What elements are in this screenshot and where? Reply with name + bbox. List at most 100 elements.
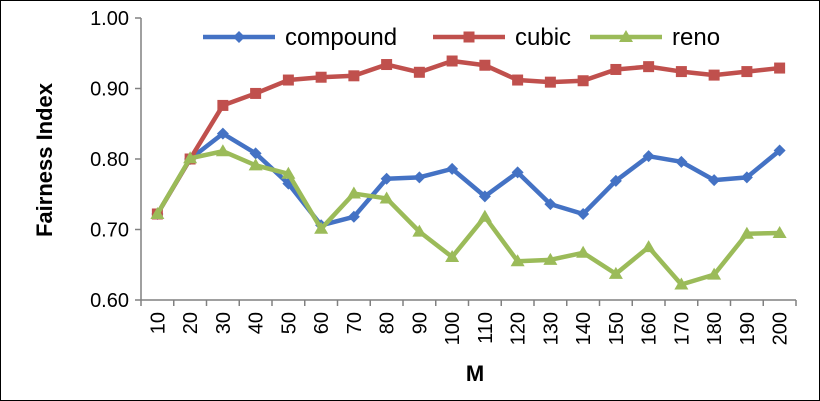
x-tick-label: 90 (409, 312, 431, 334)
data-point (608, 266, 623, 279)
data-point (708, 174, 721, 187)
data-point (510, 254, 525, 267)
data-point (740, 171, 753, 184)
data-point (544, 76, 556, 88)
data-point (577, 207, 590, 220)
data-point (511, 166, 524, 179)
data-point (412, 224, 427, 237)
x-tick-label: 200 (770, 312, 792, 345)
x-tick-label: 60 (311, 312, 333, 334)
x-tick-label: 10 (147, 312, 169, 334)
series-layer (150, 55, 787, 290)
data-point (707, 267, 722, 280)
data-point (739, 226, 754, 239)
y-tick-label: 0.80 (90, 149, 129, 171)
data-point (675, 66, 687, 78)
data-point (619, 30, 633, 42)
x-tick-label: 180 (704, 312, 726, 345)
series-reno (150, 144, 787, 290)
data-point (282, 74, 294, 86)
x-tick-label: 70 (344, 312, 366, 334)
data-point (741, 66, 753, 78)
data-point (379, 191, 394, 204)
y-tick-label: 0.60 (90, 290, 129, 312)
data-point (281, 166, 296, 179)
x-tick-label: 170 (671, 312, 693, 345)
y-tick-label: 0.90 (90, 79, 129, 101)
data-point (215, 144, 230, 157)
data-point (347, 210, 360, 223)
data-point (183, 151, 198, 164)
data-point (249, 147, 262, 160)
data-point (463, 31, 475, 43)
x-tick-label: 160 (639, 312, 661, 345)
data-point (609, 174, 622, 187)
data-point (446, 162, 459, 175)
x-tick-label: 100 (442, 312, 464, 345)
x-tick-label: 40 (246, 312, 268, 334)
data-point (643, 61, 655, 73)
data-point (641, 240, 656, 253)
x-tick-label: 80 (377, 312, 399, 334)
data-point (250, 87, 262, 99)
legend: compound cubic reno (203, 24, 720, 51)
data-point (479, 59, 491, 71)
series-compound (151, 127, 786, 232)
data-point (216, 127, 229, 140)
legend-item-cubic: cubic (433, 24, 571, 51)
data-point (381, 59, 393, 71)
data-point (576, 245, 591, 258)
data-point (477, 209, 492, 222)
data-point (315, 71, 327, 83)
data-point (675, 155, 688, 168)
data-point (314, 221, 329, 234)
x-tick-label: 120 (508, 312, 530, 345)
x-tick-label: 190 (737, 312, 759, 345)
data-point (610, 63, 622, 75)
data-point (544, 198, 557, 211)
data-point (446, 55, 458, 67)
data-point (708, 69, 720, 81)
data-point (150, 206, 165, 219)
data-point (543, 252, 558, 265)
data-point (478, 190, 491, 203)
data-point (773, 144, 786, 157)
legend-label: compound (285, 24, 397, 51)
data-point (512, 74, 524, 86)
x-tick-label: 110 (475, 312, 497, 344)
data-point (380, 172, 393, 185)
series-line-reno (155, 148, 780, 287)
data-point (577, 75, 589, 87)
legend-item-compound: compound (203, 24, 397, 51)
data-point (233, 31, 245, 43)
x-tick-label: 30 (213, 312, 235, 334)
x-tick-label: 140 (573, 312, 595, 345)
x-tick-label: 130 (540, 312, 562, 345)
data-point (642, 150, 655, 163)
series-line-compound (155, 131, 782, 228)
data-point (413, 66, 425, 78)
legend-label: cubic (515, 24, 571, 51)
x-tick-label: 150 (606, 312, 628, 345)
data-point (346, 186, 361, 199)
y-tick-label: 1.00 (90, 8, 129, 30)
axes-layer: 0.60 0.70 0.80 0.90 1.00 10 20 30 40 50 60 70 80 90 10… (90, 8, 797, 345)
data-point (445, 249, 460, 262)
data-point (348, 70, 360, 82)
data-point (772, 226, 787, 239)
data-point (248, 158, 263, 171)
x-tick-label: 50 (278, 312, 300, 334)
data-point (674, 277, 689, 290)
legend-label: reno (672, 24, 720, 51)
x-axis-title: M (466, 361, 484, 386)
data-point (774, 62, 786, 74)
x-tick-label: 20 (180, 312, 202, 334)
data-point (217, 99, 229, 111)
legend-item-reno: reno (590, 24, 720, 51)
data-point (413, 171, 426, 184)
y-tick-label: 0.70 (90, 220, 129, 242)
y-axis-title: Fairness Index (32, 82, 57, 237)
